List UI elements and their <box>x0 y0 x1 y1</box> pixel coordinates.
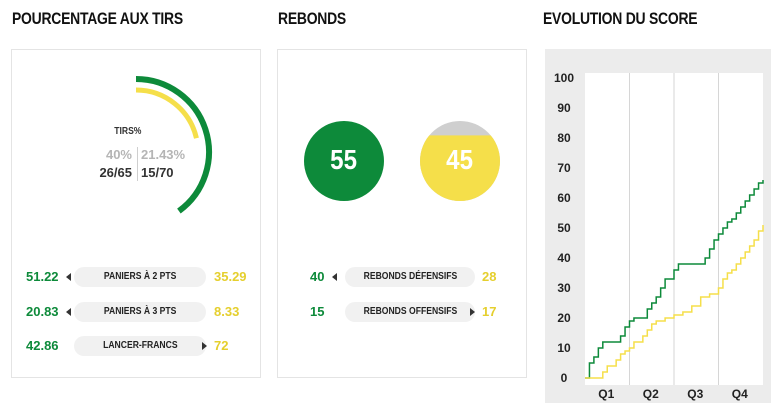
leader-right-icon <box>470 308 475 316</box>
y-tick-label: 0 <box>560 371 568 385</box>
away-shooting-arc <box>135 87 199 139</box>
y-tick-label: 40 <box>557 251 571 265</box>
away-shooting-percent: 21.43% <box>141 147 186 162</box>
stat-label: PANIERS À 3 PTS <box>74 302 206 322</box>
stat-row-offensive-rebounds: 15 REBONDS OFFENSIFS 17 <box>310 302 520 322</box>
shooting-card <box>11 49 261 378</box>
home-value: 20.83 <box>26 304 59 319</box>
away-score-line <box>585 225 764 379</box>
home-rebounds-circle <box>304 121 384 201</box>
shots-section-title: POURCENTAGE AUX TIRS <box>12 9 183 28</box>
y-tick-label: 70 <box>557 161 571 175</box>
percent-divider <box>137 147 138 181</box>
y-tick-label: 100 <box>553 71 575 85</box>
stat-row-defensive-rebounds: 40 REBONDS DÉFENSIFS 28 <box>310 267 520 287</box>
away-shots-made: 15/70 <box>141 165 174 180</box>
leader-left-icon <box>66 308 71 316</box>
home-shooting-percent: 40% <box>105 147 132 162</box>
x-tick-label: Q4 <box>731 387 748 401</box>
home-score-line <box>585 180 764 379</box>
stat-label: PANIERS À 2 PTS <box>74 267 206 287</box>
shots-label: TIRS% <box>114 126 142 137</box>
x-tick-label: Q3 <box>687 387 704 401</box>
leader-left-icon <box>332 273 337 281</box>
home-shooting-arc <box>135 76 212 214</box>
away-rebounds-circle <box>420 121 500 201</box>
away-value: 17 <box>482 304 497 319</box>
home-value: 40 <box>310 269 325 284</box>
stat-label: REBONDS OFFENSIFS <box>345 302 475 322</box>
home-rebounds-total: 55 <box>330 144 358 175</box>
leader-left-icon <box>66 273 71 281</box>
y-tick-label: 60 <box>557 191 571 205</box>
y-tick-label: 80 <box>557 131 571 145</box>
rebounds-section-title: REBONDS <box>278 9 346 28</box>
home-value: 42.86 <box>26 338 59 353</box>
away-value: 35.29 <box>214 269 247 284</box>
away-value: 8.33 <box>214 304 240 319</box>
away-value: 28 <box>482 269 497 284</box>
home-value: 15 <box>310 304 325 319</box>
y-tick-label: 10 <box>557 341 571 355</box>
x-tick-label: Q2 <box>642 387 659 401</box>
score-section-title: EVOLUTION DU SCORE <box>543 9 698 28</box>
stat-row-free-throws: 42.86 LANCER-FRANCS 72 <box>26 336 248 356</box>
away-rebounds-total: 45 <box>446 144 474 175</box>
stat-label: LANCER-FRANCS <box>74 336 206 356</box>
home-value: 51.22 <box>26 269 59 284</box>
home-shots-made: 26/65 <box>99 165 132 180</box>
stat-row-two-pointers: 51.22 PANIERS À 2 PTS 35.29 <box>26 267 248 287</box>
stat-label: REBONDS DÉFENSIFS <box>345 267 475 287</box>
y-tick-label: 30 <box>557 281 571 295</box>
leader-right-icon <box>202 342 207 350</box>
y-tick-label: 50 <box>557 221 571 235</box>
stat-row-three-pointers: 20.83 PANIERS À 3 PTS 8.33 <box>26 302 248 322</box>
y-tick-label: 20 <box>557 311 571 325</box>
away-value: 72 <box>214 338 229 353</box>
rebounds-card <box>277 49 527 378</box>
x-tick-label: Q1 <box>598 387 615 401</box>
y-tick-label: 90 <box>557 101 571 115</box>
